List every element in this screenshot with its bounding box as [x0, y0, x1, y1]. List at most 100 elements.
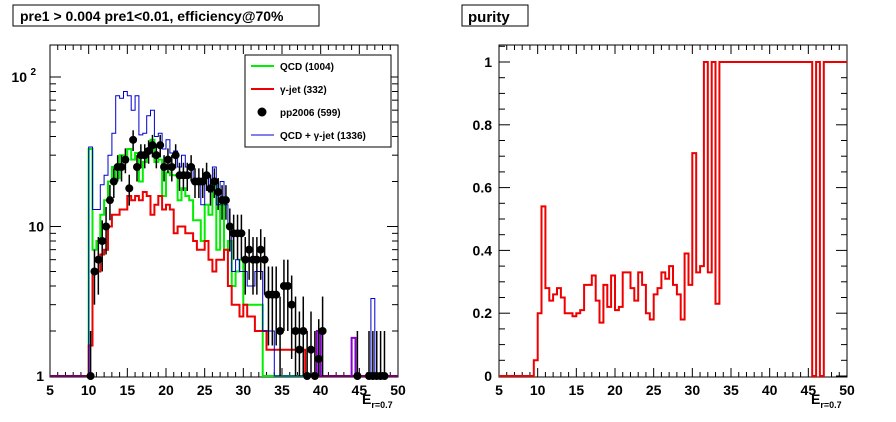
data-point-marker: [256, 245, 265, 254]
data-point-marker: [252, 255, 261, 264]
data-point-marker: [310, 372, 319, 380]
y-tick-label: 0.4: [473, 242, 493, 258]
data-point-marker: [318, 326, 327, 335]
data-point-marker: [287, 300, 296, 309]
data-point-marker: [202, 171, 211, 180]
legend-box: [244, 54, 392, 148]
left-chart-title: pre1 > 0.004 pre1<0.01, efficiency@70%: [20, 8, 284, 24]
left-data-points-group: [86, 130, 389, 380]
data-point-marker: [198, 177, 207, 186]
x-tick-label: 50: [390, 382, 406, 398]
data-point-marker: [187, 163, 196, 172]
data-point-marker: [160, 163, 169, 172]
data-point-marker: [163, 155, 172, 164]
x-tick-label: 15: [120, 382, 136, 398]
left-x-tick-labels: 5 10 15 20 25 30 35 40 45 50: [46, 382, 406, 398]
data-point-marker: [183, 171, 192, 180]
data-point-marker: [210, 177, 219, 186]
right-title-box: [461, 4, 529, 27]
data-point-marker: [125, 184, 134, 193]
y-tick-label: 0.8: [473, 117, 493, 133]
x-tick-label: 5: [495, 382, 503, 398]
data-point-marker: [167, 163, 176, 172]
x-tick-label: 15: [569, 382, 585, 398]
y-tick-label: 0.2: [473, 305, 493, 321]
legend-marker-pp2006: [257, 107, 267, 117]
x-tick-label: 30: [236, 382, 252, 398]
data-point-marker: [260, 255, 269, 264]
data-point-marker: [241, 255, 250, 264]
data-point-marker: [90, 267, 99, 276]
legend-label-pp2006: pp2006 (599): [280, 108, 341, 119]
data-point-marker: [314, 354, 323, 363]
y-tick-label-exponent: 2: [30, 67, 36, 78]
x-tick-label: 25: [197, 382, 213, 398]
data-point-marker: [144, 146, 153, 155]
left-chart-panel: pre1 > 0.004 pre1<0.01, efficiency@70% 5…: [11, 4, 406, 410]
data-point-marker: [133, 163, 141, 172]
data-point-marker: [283, 281, 292, 290]
right-chart-title: purity: [468, 9, 510, 26]
data-point-marker: [206, 184, 215, 193]
y-tick-label: 1: [36, 368, 44, 384]
x-tick-label: 25: [646, 382, 662, 398]
right-x-axis-label: Er=0.7: [811, 391, 842, 410]
right-y-tick-labels: 0 0.2 0.4 0.6 0.8 1: [473, 54, 493, 384]
purity-step-line: [499, 61, 847, 377]
left-plot-frame: [49, 44, 399, 378]
data-point-marker: [295, 345, 304, 354]
data-point-marker: [102, 222, 111, 231]
data-point-marker: [353, 372, 362, 380]
left-x-axis-label: Er=0.7: [362, 391, 393, 410]
data-point-marker: [148, 141, 157, 150]
x-tick-label: 35: [723, 382, 739, 398]
data-point-marker: [105, 196, 114, 205]
data-point-marker: [98, 236, 107, 245]
x-tick-label: 30: [685, 382, 701, 398]
left-legend: QCD (1004) γ-jet (332) pp2006 (599) QCD …: [244, 54, 392, 148]
legend-label-sum: QCD + γ-jet (1336): [280, 131, 366, 142]
data-point-marker: [307, 345, 315, 354]
y-tick-label: 10: [11, 69, 27, 85]
y-tick-label: 0: [484, 368, 492, 384]
data-point-marker: [245, 245, 254, 254]
legend-label-qcd: QCD (1004): [280, 62, 334, 73]
y-tick-label: 10: [28, 219, 44, 235]
data-point-marker: [291, 326, 300, 335]
legend-label-gamma-jet: γ-jet (332): [280, 85, 327, 96]
right-series-group: [499, 61, 847, 377]
x-tick-label: 10: [81, 382, 97, 398]
data-point-marker: [299, 326, 308, 335]
x-tick-label: 20: [607, 382, 623, 398]
x-tick-label: 45: [352, 382, 368, 398]
data-point-marker: [109, 177, 118, 186]
data-point-marker: [380, 372, 389, 380]
data-point-marker: [303, 372, 312, 380]
violet-step-line: [350, 336, 357, 376]
data-point-marker: [214, 188, 223, 197]
data-point-marker: [121, 155, 130, 164]
data-point-marker: [117, 163, 126, 172]
data-point-marker: [272, 290, 281, 299]
x-tick-label: 40: [313, 382, 329, 398]
data-point-marker: [221, 196, 230, 205]
y-tick-label: 0.6: [473, 180, 493, 196]
x-tick-label: 10: [530, 382, 546, 398]
data-point-marker: [276, 326, 285, 335]
data-point-marker: [171, 151, 180, 160]
x-tick-label: 20: [158, 382, 174, 398]
right-plot-frame: [498, 44, 848, 378]
right-x-tick-labels: 5 10 15 20 25 30 35 40 45 50: [495, 382, 855, 398]
x-tick-label: 45: [801, 382, 817, 398]
x-tick-label: 40: [762, 382, 778, 398]
data-point-marker: [94, 255, 103, 264]
data-point-marker: [129, 135, 138, 144]
right-axis-ticks: [498, 45, 848, 377]
x-tick-label: 35: [274, 382, 290, 398]
data-point-marker: [156, 141, 165, 150]
data-point-marker: [86, 372, 95, 380]
data-point-marker: [237, 229, 246, 238]
x-tick-label: 5: [46, 382, 54, 398]
